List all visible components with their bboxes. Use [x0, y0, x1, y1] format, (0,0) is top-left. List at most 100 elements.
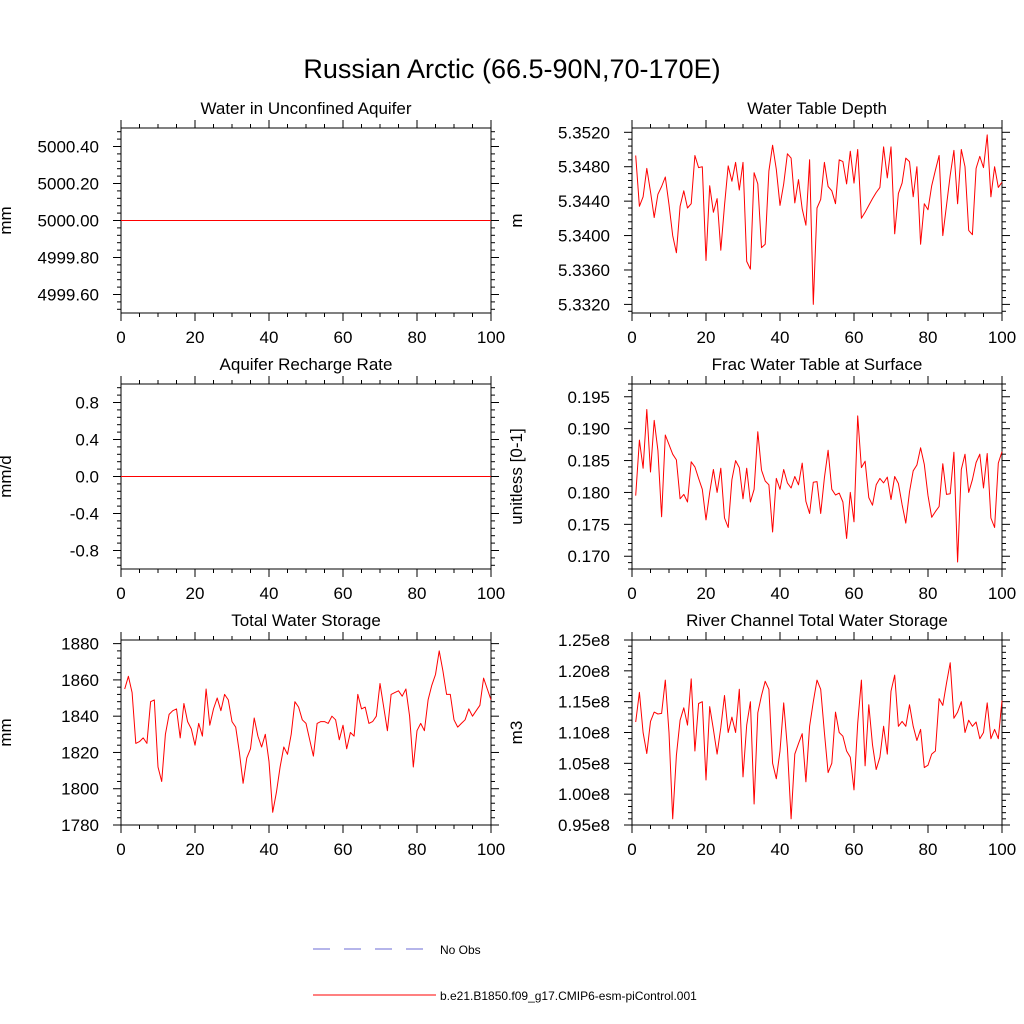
x-tick-label: 20 [697, 840, 716, 859]
x-tick-label: 40 [771, 328, 790, 347]
y-tick-label: 0.8 [75, 394, 99, 413]
panel-title: River Channel Total Water Storage [686, 611, 948, 630]
y-axis-label: m3 [507, 721, 526, 745]
y-axis-label: unitless [0-1] [507, 428, 526, 524]
x-tick-label: 0 [116, 584, 125, 603]
x-tick-label: 20 [186, 840, 205, 859]
y-tick-label: -0.8 [70, 542, 99, 561]
y-tick-label: 5.3440 [558, 192, 610, 211]
y-tick-label: 4999.80 [38, 249, 99, 268]
plot-frame [631, 383, 1003, 570]
x-tick-label: 40 [260, 840, 279, 859]
x-tick-label: 100 [988, 328, 1016, 347]
panel-title: Frac Water Table at Surface [712, 355, 923, 374]
panel-total-water-storage: Total Water Storage mm 0 20 40 60 80 100 1780 180… [0, 611, 505, 859]
y-axis-label: mm [0, 206, 15, 234]
plot-frame [631, 639, 1003, 826]
x-tick-label: 20 [697, 584, 716, 603]
x-tick-label: 0 [116, 328, 125, 347]
legend: No Obs b.e21.B1850.f09_g17.CMIP6-esm-piC… [313, 943, 697, 1003]
y-tick-label: 0.0 [75, 468, 99, 487]
x-tick-label: 60 [845, 584, 864, 603]
x-tick-label: 60 [334, 584, 353, 603]
x-tick-label: 40 [771, 584, 790, 603]
series-line [635, 134, 1003, 305]
x-tick-label: 100 [477, 328, 505, 347]
x-tick-label: 60 [845, 840, 864, 859]
y-tick-label: 5000.20 [38, 175, 99, 194]
panels-group: Water in Unconfined Aquifer mm 0 20 40 60 80 10… [0, 99, 1016, 859]
x-tick-label: 100 [477, 584, 505, 603]
y-axis-label: mm [0, 718, 15, 746]
x-tick-label: 60 [334, 840, 353, 859]
y-tick-label: 0.95e8 [558, 816, 610, 835]
y-tick-label: 5.3480 [558, 158, 610, 177]
panel-title: Total Water Storage [231, 611, 381, 630]
y-tick-label: 5000.00 [38, 212, 99, 231]
y-tick-label: 1.05e8 [558, 754, 610, 773]
x-tick-label: 40 [260, 328, 279, 347]
y-tick-label: 0.185 [567, 452, 610, 471]
y-tick-label: 0.180 [567, 483, 610, 502]
x-tick-label: 0 [627, 328, 636, 347]
series-line [635, 662, 1003, 820]
series-line [124, 650, 492, 813]
x-tick-label: 80 [408, 328, 427, 347]
x-tick-label: 100 [988, 584, 1016, 603]
x-tick-label: 100 [477, 840, 505, 859]
x-tick-label: 40 [260, 584, 279, 603]
y-tick-label: 5.3360 [558, 261, 610, 280]
x-tick-label: 20 [186, 584, 205, 603]
x-tick-label: 20 [186, 328, 205, 347]
panel-water-table-depth: Water Table Depth m 0 20 40 60 80 100 5.3320 5.33… [507, 99, 1016, 347]
x-tick-label: 100 [988, 840, 1016, 859]
y-tick-label: 0.175 [567, 515, 610, 534]
x-tick-label: 80 [919, 584, 938, 603]
panel-aquifer-recharge-rate: Aquifer Recharge Rate mm/d 0 20 40 60 80 100 -0.… [0, 355, 505, 603]
figure-title: Russian Arctic (66.5-90N,70-170E) [303, 54, 720, 84]
y-tick-label: 1820 [61, 743, 99, 762]
y-tick-label: 1860 [61, 671, 99, 690]
x-tick-label: 80 [919, 328, 938, 347]
y-tick-label: 0.170 [567, 547, 610, 566]
panel-river-channel-total-water-storage: River Channel Total Water Storage m3 0 20 40… [507, 611, 1016, 859]
y-tick-label: 0.190 [567, 420, 610, 439]
x-tick-label: 60 [334, 328, 353, 347]
x-tick-label: 20 [697, 328, 716, 347]
panel-frac-water-table-at-surface: Frac Water Table at Surface unitless [0-1… [507, 355, 1016, 603]
panel-title: Water Table Depth [747, 99, 887, 118]
y-tick-label: 1.00e8 [558, 785, 610, 804]
y-tick-label: 5.3400 [558, 227, 610, 246]
x-tick-label: 60 [845, 328, 864, 347]
x-tick-label: 0 [627, 584, 636, 603]
y-tick-label: 1780 [61, 816, 99, 835]
plot-frame [120, 639, 492, 826]
y-tick-label: 0.195 [567, 388, 610, 407]
series-line [635, 409, 1003, 563]
y-tick-label: 1.20e8 [558, 662, 610, 681]
y-tick-label: 1880 [61, 635, 99, 654]
x-tick-label: 0 [627, 840, 636, 859]
panel-water-in-unconfined-aquifer: Water in Unconfined Aquifer mm 0 20 40 60 80 10… [0, 99, 505, 347]
y-axis-label: m [507, 213, 526, 227]
y-tick-label: -0.4 [70, 505, 99, 524]
y-tick-label: 1800 [61, 780, 99, 799]
x-tick-label: 40 [771, 840, 790, 859]
y-axis-label: mm/d [0, 455, 15, 498]
y-tick-label: 1.15e8 [558, 693, 610, 712]
x-tick-label: 80 [408, 840, 427, 859]
y-tick-label: 5000.40 [38, 138, 99, 157]
y-tick-label: 5.3520 [558, 123, 610, 142]
x-tick-label: 80 [408, 584, 427, 603]
x-tick-label: 0 [116, 840, 125, 859]
y-tick-label: 4999.60 [38, 286, 99, 305]
y-tick-label: 1.10e8 [558, 724, 610, 743]
y-tick-label: 1840 [61, 707, 99, 726]
x-tick-label: 80 [919, 840, 938, 859]
legend-label-no-obs: No Obs [440, 943, 481, 957]
panel-title: Water in Unconfined Aquifer [200, 99, 411, 118]
panel-title: Aquifer Recharge Rate [220, 355, 393, 374]
legend-label-model: b.e21.B1850.f09_g17.CMIP6-esm-piControl.… [440, 989, 697, 1003]
y-tick-label: 5.3320 [558, 295, 610, 314]
